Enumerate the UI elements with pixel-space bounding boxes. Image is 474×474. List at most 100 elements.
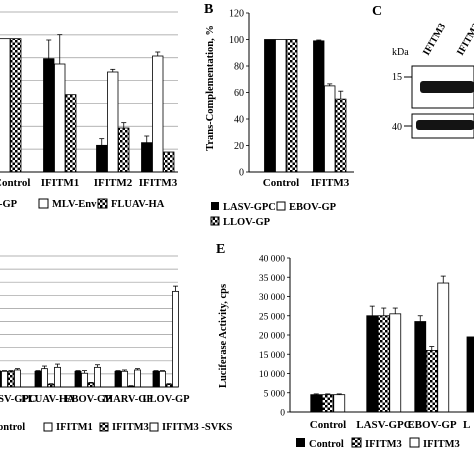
barsE-bar-0-0 bbox=[310, 394, 323, 413]
barsA-bar-1-0 bbox=[0, 38, 11, 173]
barsD-bar-3-2 bbox=[94, 366, 101, 388]
panel-d: LASV-GPC FLUAV-HA EBOV-GP MARV-GP LLOV-G… bbox=[0, 255, 232, 433]
barsD-bar-2-2 bbox=[87, 382, 95, 388]
barsA-bar-2-0 bbox=[10, 38, 22, 173]
panel-a-legend-label-2: FLUAV-HA bbox=[111, 199, 165, 210]
panel-e-y-axis-label: Luciferase Activity, cps bbox=[218, 284, 229, 388]
barsD-bar-3-4 bbox=[172, 290, 179, 388]
barsD-bar-3-3 bbox=[134, 369, 141, 388]
barsD-bar-0-0 bbox=[0, 370, 2, 388]
barsD-bar-1-3 bbox=[121, 370, 128, 388]
panel-c-kda-label: kDa bbox=[392, 47, 409, 58]
panel-a-bars bbox=[0, 34, 175, 173]
panel-d-category-2: EBOV-GP bbox=[64, 394, 112, 405]
barsE-bar-0-1 bbox=[366, 315, 379, 413]
barsE-bar-2-0 bbox=[333, 394, 346, 413]
barsD-bar-3-1 bbox=[54, 366, 61, 388]
panel-e-legend-label-0: Control bbox=[309, 439, 344, 450]
panel-e-category-0: Control bbox=[310, 419, 346, 431]
panel-a-category-0: Control bbox=[0, 177, 30, 189]
panel-c: C kDa IFITM3 IFITM3 15 40 bbox=[372, 4, 474, 139]
panel-a-legend-swatch-1 bbox=[38, 198, 49, 209]
yticksB-label-1: 20 bbox=[234, 141, 244, 152]
barsA-bar-1-1 bbox=[54, 63, 66, 173]
panel-d-legend-label-2: IFITM3 bbox=[112, 422, 149, 433]
barsB-bar-1-1 bbox=[324, 85, 336, 173]
panel-d-category-1: FLUAV-HA bbox=[21, 394, 75, 405]
panel-b-category-1: IFITM3 bbox=[311, 177, 350, 189]
yticksB-label-5: 100 bbox=[229, 35, 244, 46]
panel-a-category-2: IFITM2 bbox=[94, 177, 133, 189]
panel-c-lane-1: IFITM3 bbox=[455, 22, 474, 58]
yticksE-label-3: 15 000 bbox=[259, 351, 285, 361]
barsB-bar-2-1 bbox=[335, 98, 347, 173]
barsB-bar-1-0 bbox=[275, 39, 287, 173]
panel-b: B Trans-Complementation, % 0 20 40 60 80 100 1… bbox=[204, 2, 354, 228]
panel-e-category-partial: L bbox=[463, 419, 470, 431]
panel-c-ladder-15: 15 bbox=[392, 72, 402, 83]
panel-a-legend-swatch-2 bbox=[97, 198, 108, 209]
panel-b-y-axis-label: Trans-Complementation, % bbox=[205, 25, 216, 151]
barsA-bar-0-1 bbox=[43, 58, 55, 173]
panel-b-y-ticks: 0 20 40 60 80 100 120 bbox=[229, 9, 249, 179]
barsE-bar-1-0 bbox=[321, 394, 334, 413]
barsD-bar-0-1 bbox=[34, 370, 42, 388]
barsD-bar-1-0 bbox=[1, 370, 8, 388]
yticksE-label-6: 30 000 bbox=[259, 293, 285, 303]
barsA-bar-1-3 bbox=[152, 55, 164, 173]
barsE-bar-0-2 bbox=[414, 321, 427, 413]
panel-e: E Luciferase Activity, cps 0 5 000 10 000 1… bbox=[216, 242, 474, 450]
yticksE-label-8: 40 000 bbox=[259, 255, 285, 265]
panel-e-legend-label-2: IFITM3 bbox=[423, 439, 460, 450]
barsD-bar-0-2 bbox=[74, 370, 82, 388]
panel-e-legend-swatch-1 bbox=[351, 437, 362, 448]
panel-a: Control IFITM1 IFITM2 IFITM3 -GP MLV-Env… bbox=[0, 11, 178, 210]
panel-e-y-ticks: 0 5 000 10 000 15 000 20 000 25 000 30 000 35 0… bbox=[259, 255, 290, 419]
yticksE-label-2: 10 000 bbox=[259, 370, 285, 380]
barsE-bar-partial bbox=[466, 336, 474, 413]
yticksE-label-5: 25 000 bbox=[259, 312, 285, 322]
panel-c-lane-0: IFITM3 bbox=[421, 22, 448, 58]
barsD-bar-1-2 bbox=[81, 372, 88, 388]
panel-b-legend-swatch-1 bbox=[276, 201, 286, 211]
panel-d-legend-label-1: IFITM1 bbox=[56, 422, 93, 433]
barsD-bar-0-4 bbox=[152, 370, 160, 388]
panel-c-band-upper bbox=[420, 81, 474, 93]
barsB-bar-2-0 bbox=[286, 39, 298, 173]
panel-d-legend-swatch-2 bbox=[99, 422, 109, 432]
yticksB-label-2: 40 bbox=[234, 115, 244, 126]
barsE-bar-1-2 bbox=[425, 349, 438, 413]
panel-d-legend-label-3: IFITM3 -SVKS bbox=[162, 422, 232, 433]
panel-d-category-4: LLOV-GP bbox=[142, 394, 190, 405]
panel-d-bars bbox=[0, 285, 179, 388]
yticksE-label-1: 5 000 bbox=[264, 389, 286, 399]
yticksB-label-3: 60 bbox=[234, 88, 244, 99]
barsA-bar-2-3 bbox=[163, 151, 175, 173]
barsA-bar-0-3 bbox=[141, 142, 153, 173]
barsE-bar-1-1 bbox=[377, 315, 390, 413]
panel-d-legend-swatch-1 bbox=[43, 422, 53, 432]
panel-d-legend-swatch-3 bbox=[149, 422, 159, 432]
yticksE-label-7: 35 000 bbox=[259, 274, 285, 284]
panel-d-category-3: MARV-GP bbox=[103, 394, 153, 405]
barsD-bar-1-4 bbox=[159, 370, 166, 388]
panel-b-legend-label-1: EBOV-GP bbox=[289, 202, 337, 213]
panel-a-legend-label-0: -GP bbox=[0, 199, 18, 210]
panel-e-category-2: EBOV-GP bbox=[407, 419, 457, 431]
panel-e-legend-label-1: IFITM3 bbox=[365, 439, 402, 450]
panel-c-band-lower bbox=[416, 120, 474, 130]
panel-a-gridlines bbox=[0, 11, 178, 150]
panel-b-bars bbox=[264, 39, 347, 173]
panel-d-legend-label-0: ontrol bbox=[0, 422, 25, 433]
barsD-bar-1-1 bbox=[41, 368, 48, 388]
panel-e-category-1: LASV-GPC bbox=[356, 419, 411, 431]
barsE-bar-2-2 bbox=[437, 282, 450, 413]
barsD-bar-0-3 bbox=[114, 370, 122, 388]
panel-e-letter: E bbox=[216, 242, 225, 257]
panel-a-category-3: IFITM3 bbox=[139, 177, 178, 189]
barsB-bar-0-0 bbox=[264, 39, 276, 173]
panel-b-legend-swatch-0 bbox=[211, 202, 219, 210]
panel-c-letter: C bbox=[372, 4, 382, 19]
yticksE-label-0: 0 bbox=[280, 409, 285, 419]
